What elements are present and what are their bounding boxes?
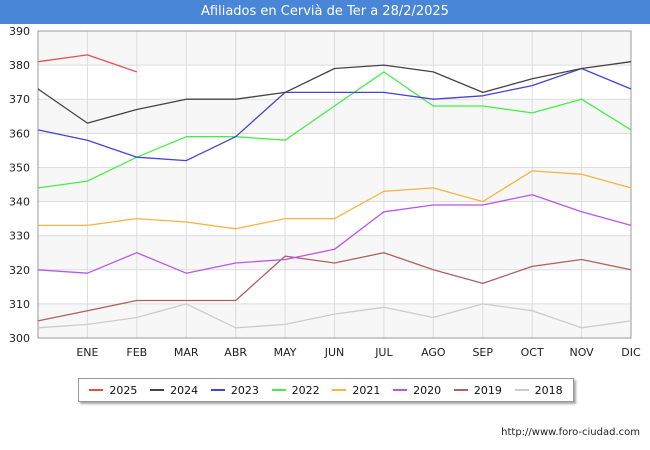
legend-label: 2024 bbox=[170, 383, 199, 397]
legend-swatch bbox=[393, 389, 408, 391]
series-line-2023 bbox=[37, 67, 632, 162]
series-line-2025 bbox=[37, 54, 138, 73]
x-tick-label: ABR bbox=[224, 346, 247, 359]
y-tick-label: 320 bbox=[9, 264, 30, 277]
legend-label: 2018 bbox=[534, 383, 563, 397]
x-tick-label: NOV bbox=[569, 346, 594, 359]
series-line-2020 bbox=[37, 194, 632, 274]
x-tick-label: OCT bbox=[521, 346, 544, 359]
legend-item-2018: 2018 bbox=[514, 383, 563, 397]
legend-item-2025: 2025 bbox=[89, 384, 137, 397]
y-tick-label: 380 bbox=[9, 59, 30, 72]
legend-swatch bbox=[150, 389, 165, 391]
y-tick-label: 340 bbox=[9, 196, 30, 209]
x-tick-label: AGO bbox=[421, 346, 446, 359]
legend-item-2021: 2021 bbox=[332, 384, 380, 397]
legend-swatch bbox=[514, 389, 529, 391]
legend-label: 2025 bbox=[109, 383, 138, 397]
y-tick-label: 310 bbox=[9, 298, 30, 311]
y-tick-label: 390 bbox=[9, 25, 30, 38]
x-tick-label: FEB bbox=[126, 346, 147, 359]
series-line-2018 bbox=[37, 303, 632, 329]
legend-item-2023: 2023 bbox=[210, 383, 259, 397]
series-line-2019 bbox=[37, 252, 632, 322]
chart-legend: 2025 2024 2023 2022 2021 2020 2019 2018 bbox=[78, 378, 574, 402]
x-tick-label: ENE bbox=[76, 346, 98, 359]
y-tick-label: 300 bbox=[9, 332, 30, 345]
y-tick-label: 360 bbox=[9, 127, 30, 140]
y-tick-label: 370 bbox=[9, 93, 30, 106]
series-line-2024 bbox=[37, 61, 632, 124]
series-line-2021 bbox=[38, 170, 632, 230]
x-tick-label: MAY bbox=[274, 346, 297, 359]
legend-swatch bbox=[332, 389, 347, 391]
x-tick-label: JUL bbox=[374, 346, 393, 359]
legend-item-2019: 2019 bbox=[453, 383, 502, 397]
x-tick-label: SEP bbox=[472, 346, 493, 359]
legend-swatch bbox=[271, 389, 286, 391]
plot-border bbox=[37, 30, 632, 339]
legend-swatch bbox=[453, 389, 468, 391]
y-tick-label: 330 bbox=[9, 230, 30, 243]
y-tick-label: 350 bbox=[9, 161, 30, 174]
legend-label: 2023 bbox=[230, 383, 259, 397]
x-tick-label: DIC bbox=[621, 346, 641, 359]
x-tick-label: JUN bbox=[324, 346, 345, 359]
legend-item-2024: 2024 bbox=[150, 384, 198, 397]
legend-label: 2019 bbox=[473, 383, 502, 397]
legend-item-2022: 2022 bbox=[271, 383, 320, 397]
legend-item-2020: 2020 bbox=[393, 384, 441, 397]
source-url: http://www.foro-ciudad.com bbox=[501, 427, 640, 438]
legend-swatch bbox=[210, 389, 225, 391]
x-tick-label: MAR bbox=[174, 346, 199, 359]
legend-label: 2021 bbox=[352, 383, 381, 397]
chart-title: Afiliados en Cervià de Ter a 28/2/2025 bbox=[0, 0, 650, 24]
legend-label: 2022 bbox=[291, 383, 320, 397]
legend-label: 2020 bbox=[413, 383, 442, 397]
legend-swatch bbox=[89, 389, 104, 391]
